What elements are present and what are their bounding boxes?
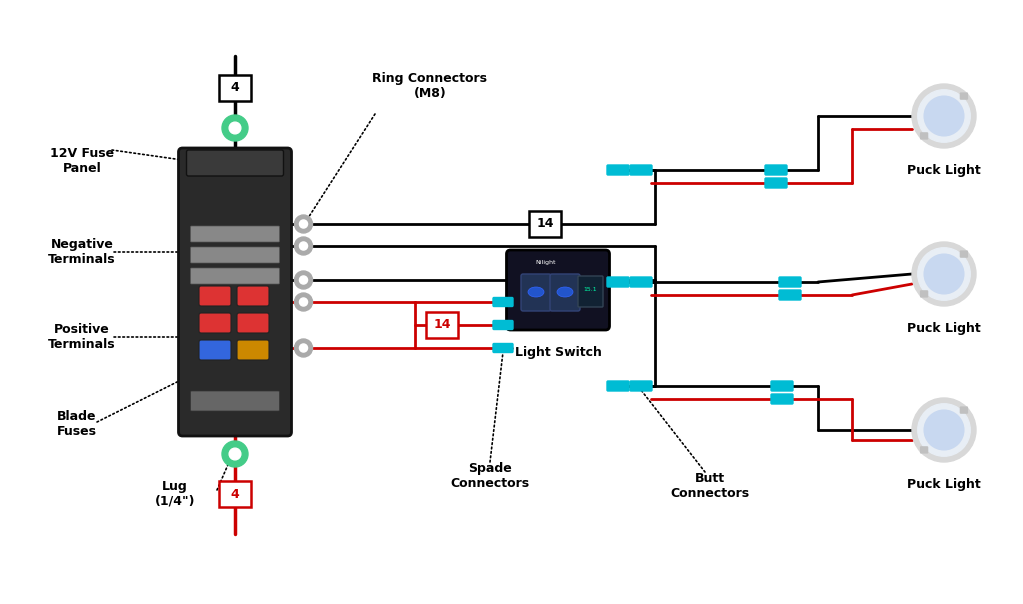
Circle shape	[300, 242, 308, 250]
FancyBboxPatch shape	[493, 344, 513, 353]
FancyBboxPatch shape	[521, 274, 551, 311]
FancyBboxPatch shape	[607, 277, 629, 287]
FancyBboxPatch shape	[779, 290, 801, 300]
Text: Nilight: Nilight	[536, 260, 557, 266]
Circle shape	[911, 242, 976, 306]
FancyBboxPatch shape	[506, 250, 610, 330]
FancyBboxPatch shape	[199, 313, 231, 333]
FancyBboxPatch shape	[630, 165, 652, 175]
FancyBboxPatch shape	[529, 211, 561, 237]
FancyBboxPatch shape	[237, 286, 269, 306]
FancyBboxPatch shape	[199, 286, 231, 306]
FancyBboxPatch shape	[961, 251, 968, 257]
FancyBboxPatch shape	[771, 381, 793, 391]
Circle shape	[300, 276, 308, 284]
FancyBboxPatch shape	[219, 481, 251, 507]
Text: Blade
Fuses: Blade Fuses	[57, 410, 97, 438]
Circle shape	[229, 122, 240, 134]
FancyBboxPatch shape	[630, 277, 652, 287]
FancyBboxPatch shape	[178, 148, 292, 436]
FancyBboxPatch shape	[921, 133, 928, 139]
FancyBboxPatch shape	[771, 394, 793, 404]
FancyBboxPatch shape	[186, 150, 283, 176]
Text: Light Switch: Light Switch	[515, 346, 602, 359]
Text: Positive
Terminals: Positive Terminals	[48, 323, 116, 351]
Text: 4: 4	[230, 82, 239, 94]
FancyBboxPatch shape	[630, 381, 652, 391]
FancyBboxPatch shape	[550, 274, 580, 311]
FancyBboxPatch shape	[199, 340, 231, 360]
Circle shape	[911, 398, 976, 462]
Circle shape	[918, 248, 970, 300]
FancyBboxPatch shape	[493, 321, 513, 330]
Circle shape	[295, 293, 312, 311]
FancyBboxPatch shape	[921, 291, 928, 297]
Text: 4: 4	[230, 487, 239, 501]
Circle shape	[300, 344, 308, 352]
Text: Negative
Terminals: Negative Terminals	[48, 238, 116, 266]
FancyBboxPatch shape	[578, 276, 603, 307]
Circle shape	[295, 339, 312, 357]
Circle shape	[918, 403, 970, 456]
FancyBboxPatch shape	[607, 165, 629, 175]
Circle shape	[229, 448, 240, 460]
Text: Puck Light: Puck Light	[907, 164, 981, 177]
Text: Spade
Connectors: Spade Connectors	[450, 462, 530, 490]
FancyBboxPatch shape	[219, 75, 251, 101]
Text: Puck Light: Puck Light	[907, 322, 981, 335]
FancyBboxPatch shape	[237, 340, 269, 360]
Circle shape	[222, 441, 248, 467]
FancyBboxPatch shape	[426, 312, 458, 338]
Circle shape	[924, 96, 964, 136]
Text: Lug
(1/4"): Lug (1/4")	[154, 480, 195, 508]
Circle shape	[300, 298, 308, 306]
Text: Butt
Connectors: Butt Connectors	[670, 472, 750, 500]
Circle shape	[222, 115, 248, 141]
FancyBboxPatch shape	[607, 381, 629, 391]
Text: 15.1: 15.1	[584, 288, 597, 292]
Circle shape	[918, 90, 970, 142]
Circle shape	[295, 271, 312, 289]
FancyBboxPatch shape	[961, 93, 968, 99]
FancyBboxPatch shape	[190, 226, 279, 242]
Circle shape	[911, 84, 976, 148]
FancyBboxPatch shape	[493, 298, 513, 306]
Circle shape	[300, 220, 308, 228]
Text: 14: 14	[536, 217, 553, 231]
FancyBboxPatch shape	[190, 268, 279, 284]
Text: Puck Light: Puck Light	[907, 478, 981, 491]
FancyBboxPatch shape	[190, 391, 279, 411]
Circle shape	[924, 410, 964, 450]
Ellipse shape	[557, 287, 573, 297]
FancyBboxPatch shape	[961, 407, 968, 413]
FancyBboxPatch shape	[765, 178, 787, 188]
Ellipse shape	[528, 287, 544, 297]
FancyBboxPatch shape	[237, 313, 269, 333]
Text: 14: 14	[434, 318, 451, 332]
FancyBboxPatch shape	[779, 277, 801, 287]
Circle shape	[924, 254, 964, 294]
Text: 12V Fuse
Panel: 12V Fuse Panel	[50, 147, 114, 175]
FancyBboxPatch shape	[190, 247, 279, 263]
Text: Ring Connectors
(M8): Ring Connectors (M8)	[372, 72, 488, 100]
Circle shape	[295, 215, 312, 233]
Circle shape	[295, 237, 312, 255]
FancyBboxPatch shape	[765, 165, 787, 175]
FancyBboxPatch shape	[921, 447, 928, 453]
